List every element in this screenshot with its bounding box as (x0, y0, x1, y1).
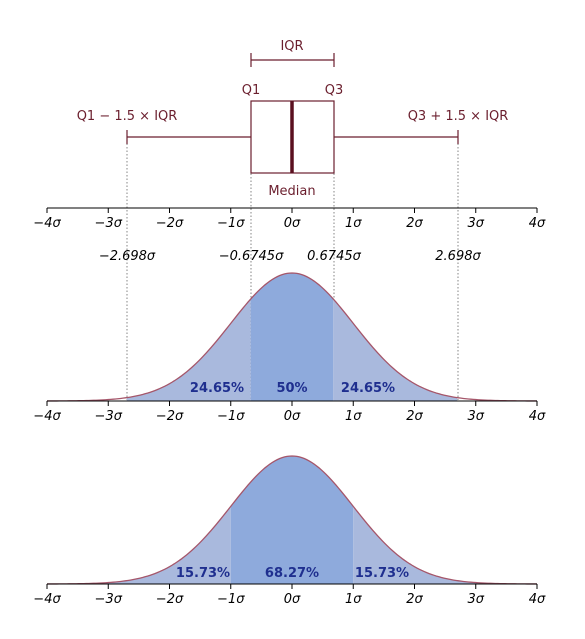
guide-lines (126, 140, 459, 400)
shaded-region (47, 506, 231, 584)
lower-whisker-label: Q1 − 1.5 × IQR (77, 109, 178, 124)
tick-label: 1σ (345, 409, 362, 424)
boxplot (126, 100, 459, 174)
tick-label: −1σ (217, 216, 245, 231)
value-q1: −0.6745σ (219, 249, 284, 264)
tick-label: 3σ (467, 592, 484, 607)
normal-curve-sigma-panel (46, 455, 538, 585)
pct-iqr-right: 24.65% (341, 381, 395, 396)
tick-label: 3σ (467, 216, 484, 231)
pct-sigma-center: 68.27% (265, 566, 319, 581)
shaded-region (250, 273, 334, 401)
tick-label: 0σ (284, 409, 301, 424)
axis-top: −4σ −3σ −2σ −1σ 0σ 1σ 2σ 3σ 4σ (33, 207, 546, 231)
tick-label: −1σ (217, 409, 245, 424)
q3-label: Q3 (325, 83, 344, 98)
tick-label: −3σ (95, 592, 123, 607)
pct-sigma-left: 15.73% (176, 566, 230, 581)
tick-label: 4σ (529, 592, 546, 607)
pct-sigma-right: 15.73% (355, 566, 409, 581)
tick-label: 3σ (467, 409, 484, 424)
tick-label: −2σ (156, 592, 184, 607)
tick-label: −3σ (95, 216, 123, 231)
tick-label: 4σ (529, 216, 546, 231)
tick-label: 2σ (406, 216, 423, 231)
value-lower-whisker: −2.698σ (99, 249, 156, 264)
shaded-region (126, 299, 251, 401)
axis-middle: −4σ −3σ −2σ −1σ 0σ 1σ 2σ 3σ 4σ (33, 400, 546, 424)
iqr-bracket (250, 53, 335, 67)
tick-label: 0σ (284, 592, 301, 607)
normal-curve (46, 272, 538, 402)
tick-label: −1σ (217, 592, 245, 607)
normal-curve-iqr-panel (46, 272, 538, 402)
tick-label: 2σ (406, 592, 423, 607)
tick-label: −4σ (33, 409, 61, 424)
iqr-label: IQR (280, 39, 303, 54)
tick-label: −3σ (95, 409, 123, 424)
median-label: Median (268, 184, 315, 199)
q1-label: Q1 (242, 83, 261, 98)
tick-label: −4σ (33, 592, 61, 607)
tick-label: 2σ (406, 409, 423, 424)
shaded-region (353, 506, 537, 584)
pct-iqr-center: 50% (276, 381, 307, 396)
value-q3: 0.6745σ (307, 249, 361, 264)
tick-label: 4σ (529, 409, 546, 424)
tick-label: −4σ (33, 216, 61, 231)
pct-iqr-left: 24.65% (190, 381, 244, 396)
axis-bottom: −4σ −3σ −2σ −1σ 0σ 1σ 2σ 3σ 4σ (33, 583, 546, 607)
tick-label: 1σ (345, 216, 362, 231)
tick-label: −2σ (156, 409, 184, 424)
tick-label: 0σ (284, 216, 301, 231)
shaded-region (230, 456, 354, 584)
value-upper-whisker: 2.698σ (435, 249, 481, 264)
shaded-region (333, 299, 458, 401)
tick-label: −2σ (156, 216, 184, 231)
upper-whisker-label: Q3 + 1.5 × IQR (408, 109, 509, 124)
tick-label: 1σ (345, 592, 362, 607)
normal-curve (46, 455, 538, 585)
